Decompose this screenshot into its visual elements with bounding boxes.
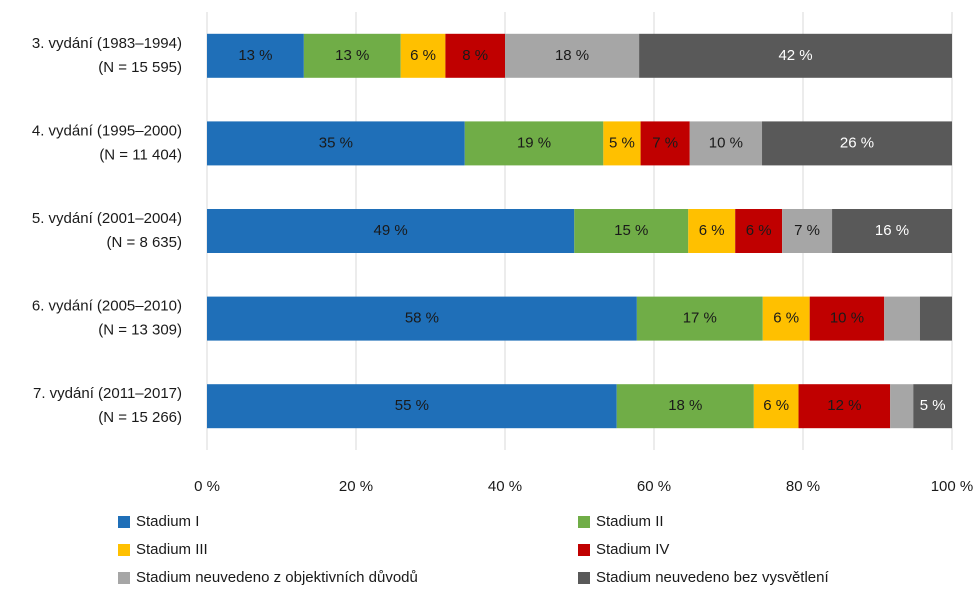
category-label: 4. vydání (1995–2000) [32,122,182,139]
bar-segment [689,121,763,166]
x-tick-label: 60 % [637,478,671,495]
bar-segment [207,121,465,166]
bar-segment [640,121,690,166]
bar-segment [782,209,833,253]
bar-segment [636,296,763,341]
value-label: 55 % [395,397,429,414]
value-label: 16 % [875,222,909,239]
bar-segment [753,384,799,429]
category-label: 5. vydání (2001–2004) [32,210,182,227]
bar-segment [505,33,640,78]
value-label: 19 % [517,134,551,151]
value-label: 7 % [652,134,678,151]
legend-swatch [578,544,590,556]
value-label: 26 % [840,134,874,151]
bar-segment [735,209,783,253]
bar-segment [890,384,914,429]
bar-segment [913,384,952,429]
bar-segment [616,384,754,429]
value-label: 6 % [773,310,799,327]
legend-label: Stadium IV [596,541,669,558]
bar-segment [919,296,952,341]
value-label: 12 % [827,397,861,414]
value-label: 17 % [683,310,717,327]
bar-segment [762,296,810,341]
category-label: (N = 11 404) [99,146,182,163]
value-label: 10 % [709,134,743,151]
value-label: 10 % [830,310,864,327]
value-label: 6 % [746,222,772,239]
bar-segment [574,209,689,253]
bar-segment [207,209,575,253]
bar-segment [832,209,952,253]
bar-segment [400,33,446,78]
bar-segment [639,33,952,78]
value-label: 6 % [410,47,436,64]
category-label: (N = 13 309) [98,322,182,339]
category-label: (N = 8 635) [107,234,182,251]
bar-segment [207,33,304,78]
category-label: (N = 15 595) [98,59,182,76]
value-label: 15 % [614,222,648,239]
bar-segment [464,121,604,166]
bar-segment [798,384,891,429]
bar-segment [688,209,736,253]
category-label: 3. vydání (1983–1994) [32,35,182,52]
value-label: 58 % [405,310,439,327]
x-tick-label: 0 % [194,478,220,495]
value-label: 13 % [335,47,369,64]
bar-segment [603,121,641,166]
legend-swatch [578,516,590,528]
value-label: 18 % [668,397,702,414]
value-label: 18 % [555,47,589,64]
bar-segment [303,33,401,78]
value-label: 5 % [609,134,635,151]
x-tick-label: 40 % [488,478,522,495]
bar-segment [207,384,617,429]
category-label: 6. vydání (2005–2010) [32,298,182,315]
legend-swatch [118,516,130,528]
value-label: 42 % [778,47,812,64]
legend-swatch [578,572,590,584]
bar-segment [884,296,920,341]
legend-label: Stadium III [136,541,208,558]
x-tick-label: 20 % [339,478,373,495]
legend-label: Stadium I [136,513,199,530]
category-label: 7. vydání (2011–2017) [33,385,182,402]
legend-label: Stadium neuvedeno bez vysvětlení [596,569,829,586]
value-label: 8 % [462,47,488,64]
bar-segment [207,296,637,341]
x-tick-label: 80 % [786,478,820,495]
value-label: 6 % [699,222,725,239]
value-label: 49 % [374,222,408,239]
bar-segment [762,121,952,166]
legend-swatch [118,544,130,556]
legend-label: Stadium II [596,513,664,530]
category-label: (N = 15 266) [98,409,182,426]
value-label: 13 % [238,47,272,64]
x-tick-label: 100 % [931,478,974,495]
value-label: 5 % [920,397,946,414]
legend-swatch [118,572,130,584]
value-label: 35 % [319,134,353,151]
bar-segment [445,33,505,78]
value-label: 6 % [763,397,789,414]
bar-segment [809,296,885,341]
legend-label: Stadium neuvedeno z objektivních důvodů [136,569,418,586]
value-label: 7 % [794,222,820,239]
